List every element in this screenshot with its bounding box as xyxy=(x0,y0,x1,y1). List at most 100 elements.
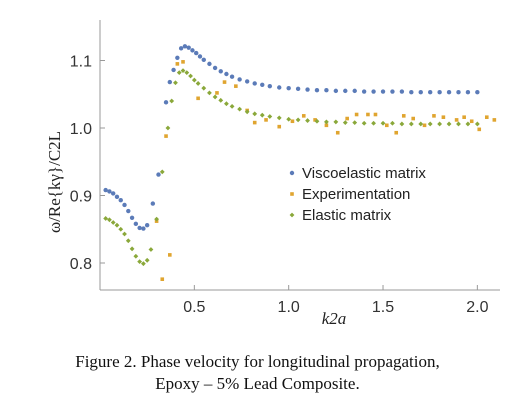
elastic-matrix-point xyxy=(201,85,207,91)
x-ticks: 0.5 1.0 1.5 2.0 xyxy=(183,285,489,316)
experimentation-point xyxy=(313,118,317,122)
data-series xyxy=(103,44,497,281)
viscoelastic-matrix-point xyxy=(390,89,395,94)
legend-item-experimentation: Experimentation xyxy=(290,186,410,203)
viscoelastic-matrix-point xyxy=(171,67,176,73)
experimentation-point xyxy=(441,115,446,119)
experimentation-point xyxy=(234,84,238,88)
viscoelastic-matrix-point xyxy=(182,44,188,49)
elastic-matrix-point xyxy=(169,98,175,104)
elastic-matrix-point xyxy=(125,238,131,244)
viscoelastic-matrix-point xyxy=(399,89,405,94)
elastic-matrix-point xyxy=(195,81,201,86)
elastic-matrix-point xyxy=(437,121,443,127)
viscoelastic-matrix-point xyxy=(186,45,191,50)
series-elastic-matrix xyxy=(103,68,480,267)
viscoelastic-matrix-point xyxy=(111,191,116,196)
viscoelastic-matrix-point xyxy=(371,89,376,94)
experimentation-point xyxy=(181,60,185,64)
viscoelastic-matrix-point xyxy=(333,88,339,94)
legend-marker-viscoelastic-matrix xyxy=(289,170,295,176)
viscoelastic-matrix-point xyxy=(103,187,108,193)
elastic-matrix-point xyxy=(184,70,190,76)
legend-item-viscoelastic-matrix: Viscoelastic matrix xyxy=(289,165,426,182)
elastic-matrix-point xyxy=(159,169,165,175)
elastic-matrix-point xyxy=(218,97,224,103)
experimentation-point xyxy=(277,124,282,129)
elastic-matrix-point xyxy=(122,231,127,237)
elastic-matrix-point xyxy=(103,216,109,221)
elastic-matrix-point xyxy=(176,70,182,76)
viscoelastic-matrix-point xyxy=(207,61,212,67)
experimentation-point xyxy=(432,114,436,118)
y-tick-label: 0.8 xyxy=(70,256,92,273)
experimentation-point xyxy=(484,115,489,119)
elastic-matrix-point xyxy=(276,115,282,121)
elastic-matrix-point xyxy=(408,121,414,127)
series-viscoelastic-matrix xyxy=(103,44,480,231)
experimentation-point xyxy=(175,62,180,66)
legend-marker-experimentation xyxy=(290,192,294,196)
experimentation-point xyxy=(384,123,389,128)
viscoelastic-matrix-point xyxy=(150,201,156,206)
experimentation-point xyxy=(215,91,219,95)
legend-label: Viscoelastic matrix xyxy=(302,165,426,182)
viscoelastic-matrix-point xyxy=(126,208,131,214)
y-tick-label: 1.1 xyxy=(70,54,92,71)
viscoelastic-matrix-point xyxy=(352,88,357,94)
elastic-matrix-point xyxy=(191,77,197,83)
viscoelastic-matrix-point xyxy=(267,83,273,89)
viscoelastic-matrix-point xyxy=(314,88,320,93)
experimentation-point xyxy=(469,119,474,124)
viscoelastic-matrix-point xyxy=(252,81,257,86)
viscoelastic-matrix-point xyxy=(465,90,471,95)
viscoelastic-matrix-point xyxy=(122,202,127,208)
elastic-matrix-point xyxy=(229,104,235,109)
viscoelastic-matrix-point xyxy=(194,50,199,56)
viscoelastic-matrix-point xyxy=(212,65,218,71)
experimentation-point xyxy=(160,277,165,281)
experimentation-point xyxy=(462,115,466,119)
viscoelastic-matrix-point xyxy=(343,88,348,94)
figure-caption-line-1: Figure 2. Phase velocity for longitudina… xyxy=(75,352,440,371)
viscoelastic-matrix-point xyxy=(237,77,242,82)
viscoelastic-matrix-point xyxy=(475,90,480,95)
experimentation-point xyxy=(394,130,399,135)
elastic-matrix-point xyxy=(418,121,424,127)
viscoelastic-matrix-point xyxy=(114,194,120,200)
viscoelastic-matrix-point xyxy=(144,223,150,228)
elastic-matrix-point xyxy=(324,119,329,125)
viscoelastic-matrix-point xyxy=(427,90,433,95)
elastic-matrix-point xyxy=(165,125,171,131)
viscoelastic-matrix-point xyxy=(244,79,250,84)
viscoelastic-matrix-point xyxy=(277,85,282,90)
experimentation-point xyxy=(222,80,227,84)
elastic-matrix-point xyxy=(446,121,452,127)
x-axis-title: k2a xyxy=(322,309,347,328)
viscoelastic-matrix-point xyxy=(178,46,184,51)
viscoelastic-matrix-point xyxy=(190,48,195,53)
experimentation-point xyxy=(422,123,427,128)
experimentation-point xyxy=(196,96,200,101)
elastic-matrix-point xyxy=(465,121,471,127)
elastic-matrix-point xyxy=(259,112,265,118)
viscoelastic-matrix-point xyxy=(197,54,203,59)
x-tick-label: 2.0 xyxy=(466,299,488,316)
chart-axes xyxy=(99,20,500,291)
viscoelastic-matrix-point xyxy=(286,85,291,91)
experimentation-point xyxy=(477,127,482,132)
elastic-matrix-point xyxy=(118,226,124,232)
experimentation-point xyxy=(345,116,349,121)
viscoelastic-matrix-point xyxy=(201,57,206,63)
viscoelastic-matrix-point xyxy=(324,88,329,93)
elastic-matrix-point xyxy=(129,246,135,252)
viscoelastic-matrix-point xyxy=(224,71,229,77)
legend: Viscoelastic matrix Experimentation Elasti… xyxy=(289,165,426,224)
elastic-matrix-point xyxy=(380,120,386,126)
viscoelastic-matrix-point xyxy=(129,215,135,220)
viscoelastic-matrix-point xyxy=(361,89,367,94)
experimentation-point xyxy=(366,112,370,117)
viscoelastic-matrix-point xyxy=(141,226,146,231)
viscoelastic-matrix-point xyxy=(163,100,169,105)
